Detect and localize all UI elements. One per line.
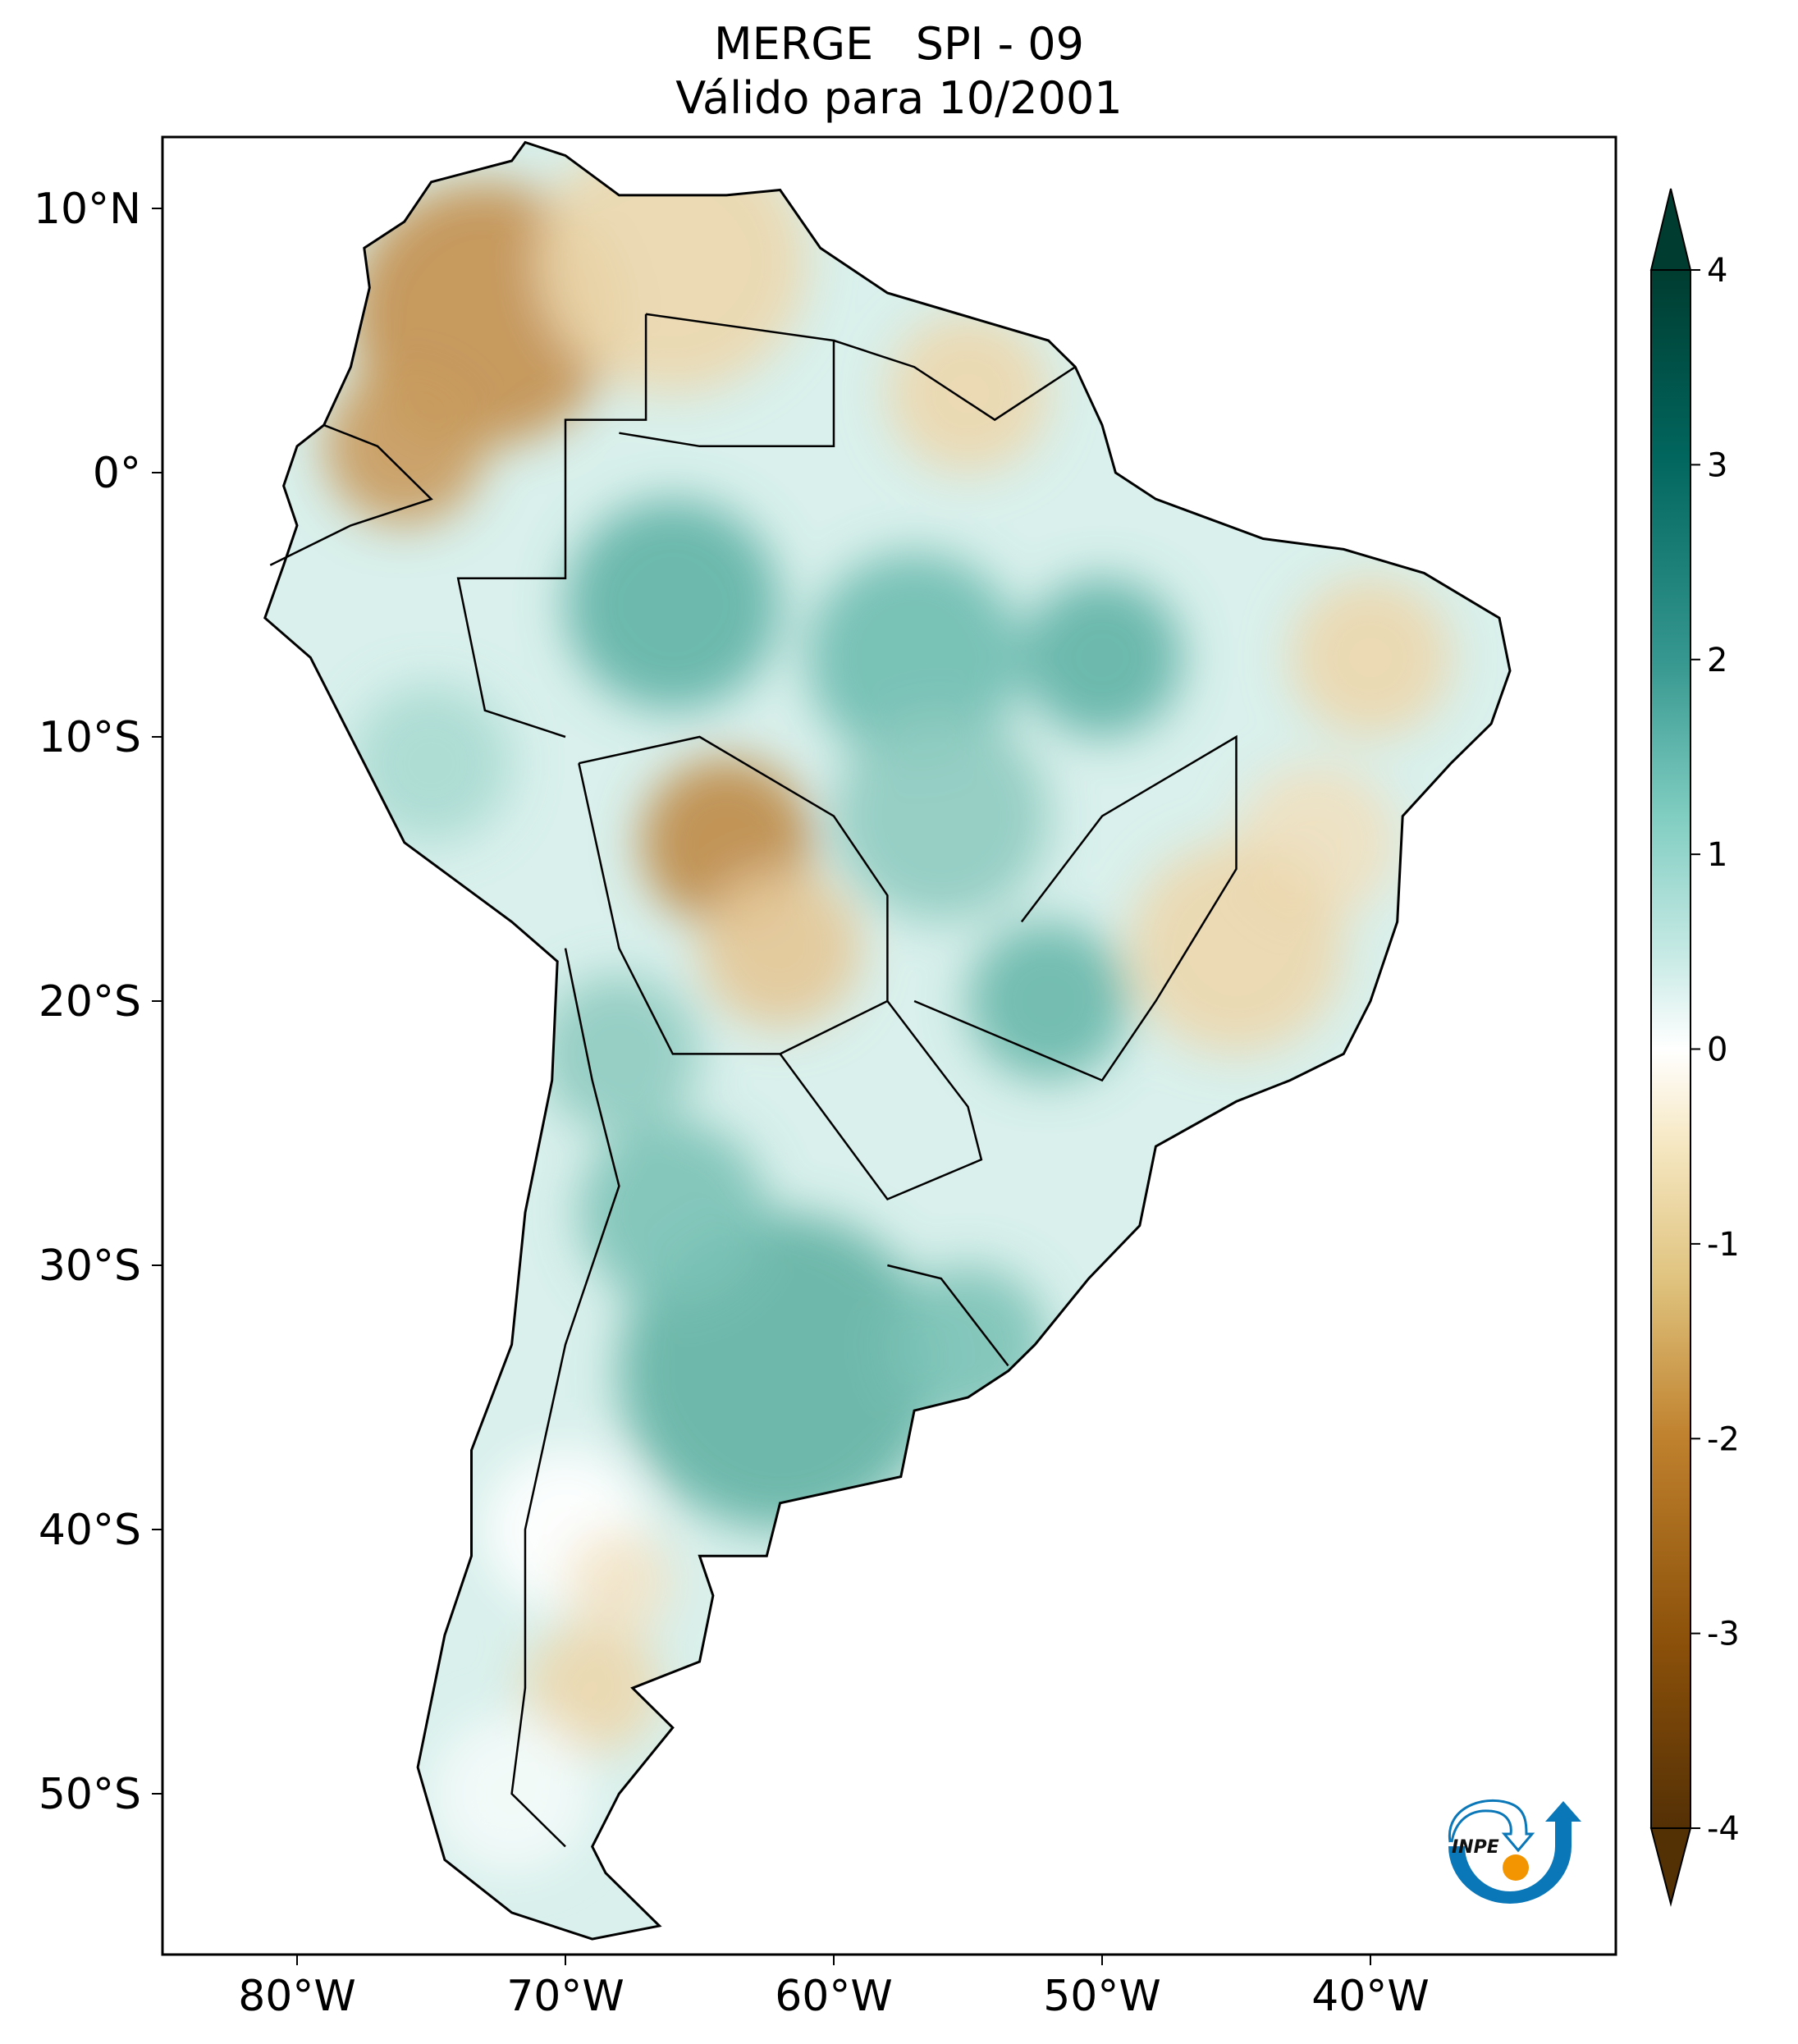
colorbar-tick-label: 1 xyxy=(1707,836,1727,874)
svg-text:INPE: INPE xyxy=(1452,1837,1499,1858)
colorbar-extend-max xyxy=(1649,188,1692,271)
x-tick-label: 60°W xyxy=(775,1972,893,2021)
colorbar-tick-label: -3 xyxy=(1707,1616,1740,1653)
spi-field xyxy=(264,142,1510,1940)
country-border xyxy=(779,1000,983,1201)
y-tick-label: 40°S xyxy=(39,1506,141,1555)
country-border xyxy=(269,423,433,566)
chart-title: MERGE SPI - 09 xyxy=(714,18,1084,70)
colorbar-tick-label: -2 xyxy=(1707,1420,1740,1458)
colorbar-extend-min xyxy=(1649,1827,1692,1907)
colorbar-tick-label: 0 xyxy=(1707,1031,1727,1069)
country-border xyxy=(619,313,835,448)
colorbar-tick-label: 3 xyxy=(1707,446,1727,484)
colorbar-tick-label: -1 xyxy=(1707,1226,1740,1264)
y-tick-label: 50°S xyxy=(39,1770,141,1819)
colorbar: 4 3 2 1 0 -1 -2 -3 -4 xyxy=(1649,188,1740,1907)
country-border xyxy=(913,734,1238,1082)
x-tick-label: 40°W xyxy=(1311,1972,1430,2021)
y-tick-label: 30°S xyxy=(39,1241,141,1291)
x-tick-label: 50°W xyxy=(1043,1972,1161,2021)
y-tick-label: 0° xyxy=(93,449,141,498)
y-tick-label: 10°S xyxy=(39,713,141,762)
y-tick-label: 10°N xyxy=(34,185,141,234)
colorbar-tick-label: -4 xyxy=(1707,1810,1740,1848)
y-tick-label: 20°S xyxy=(39,977,141,1027)
colorbar-gradient xyxy=(1650,269,1691,1829)
country-border xyxy=(456,577,566,738)
country-border xyxy=(510,948,620,1848)
x-tick-label: 80°W xyxy=(238,1972,356,2021)
chart-subtitle: Válido para 10/2001 xyxy=(675,72,1123,124)
x-tick-label: 70°W xyxy=(506,1972,624,2021)
country-border xyxy=(887,1264,1009,1367)
inpe-logo: INPE xyxy=(1448,1799,1581,1904)
country-border xyxy=(833,339,1076,422)
plot-frame xyxy=(161,135,1617,1956)
colorbar-tick-label: 4 xyxy=(1707,252,1727,290)
colorbar-tick-label: 2 xyxy=(1707,642,1727,679)
coastline xyxy=(263,140,1512,1941)
